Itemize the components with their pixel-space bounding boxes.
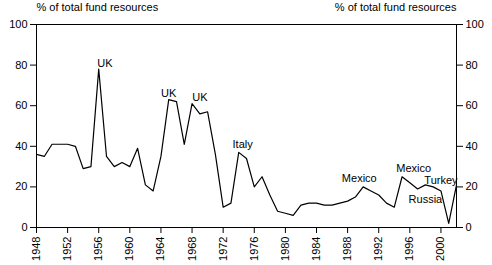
svg-text:% of total fund resources: % of total fund resources [335,1,457,13]
svg-text:Mexico: Mexico [396,162,431,174]
svg-text:1972: 1972 [217,237,229,261]
svg-text:1980: 1980 [279,237,291,261]
svg-text:1956: 1956 [92,237,104,261]
svg-text:Mexico: Mexico [342,172,377,184]
svg-text:1992: 1992 [372,237,384,261]
svg-text:1984: 1984 [310,237,322,261]
svg-text:1952: 1952 [61,237,73,261]
svg-text:UK: UK [97,57,113,69]
svg-text:60: 60 [15,99,27,111]
svg-text:Italy: Italy [233,138,254,150]
svg-text:1968: 1968 [186,237,198,261]
svg-text:1976: 1976 [248,237,260,261]
svg-text:0: 0 [466,221,472,233]
svg-text:20: 20 [466,180,478,192]
svg-text:80: 80 [15,59,27,71]
svg-text:20: 20 [15,180,27,192]
svg-text:1988: 1988 [341,237,353,261]
svg-text:% of total fund resources: % of total fund resources [37,1,159,13]
svg-text:Russia: Russia [409,193,444,205]
svg-text:Turkey: Turkey [424,174,458,186]
svg-text:2000: 2000 [434,237,446,261]
svg-text:0: 0 [21,221,27,233]
svg-text:1948: 1948 [30,237,42,261]
svg-text:1996: 1996 [403,237,415,261]
svg-text:40: 40 [466,140,478,152]
svg-text:UK: UK [192,91,208,103]
svg-text:UK: UK [161,87,177,99]
svg-text:1960: 1960 [123,237,135,261]
svg-text:100: 100 [466,18,484,30]
svg-text:80: 80 [466,59,478,71]
svg-text:40: 40 [15,140,27,152]
svg-text:100: 100 [9,18,27,30]
svg-text:1964: 1964 [154,237,166,261]
svg-text:60: 60 [466,99,478,111]
